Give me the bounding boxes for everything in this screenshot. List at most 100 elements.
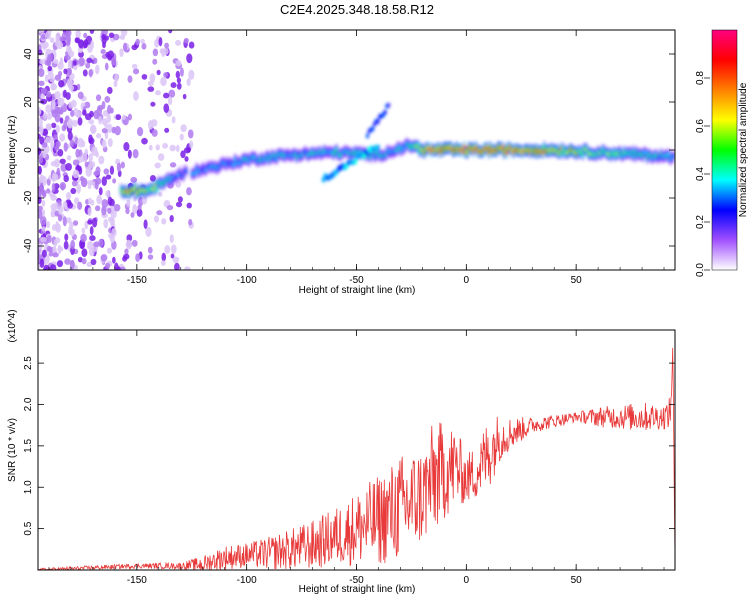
y-tick-label: 0 [23, 147, 34, 153]
noise-blob [41, 226, 46, 232]
noise-blob [77, 137, 84, 148]
noise-blob [89, 110, 94, 118]
noise-blob [53, 238, 58, 247]
noise-blob [175, 70, 181, 79]
noise-blob [56, 260, 64, 268]
noise-blob [45, 104, 52, 114]
noise-blob [40, 98, 48, 105]
noise-blob [38, 242, 43, 251]
noise-blob [49, 76, 55, 83]
noise-blob [184, 266, 191, 270]
spectrogram-ridge-layer [119, 102, 675, 200]
noise-blob [147, 246, 153, 254]
noise-blob [119, 266, 126, 270]
noise-blob [51, 122, 57, 129]
noise-blob [75, 30, 81, 39]
colorbar: 0.0 0.2 0.4 0.6 0.8 Normalized spectral ampl… [695, 29, 749, 277]
noise-blob [57, 148, 64, 157]
noise-blob [112, 33, 120, 41]
noise-blob [72, 64, 78, 71]
noise-blob [120, 30, 128, 37]
noise-blob [98, 238, 104, 248]
noise-blob [107, 138, 113, 147]
noise-blob [188, 218, 193, 226]
noise-blob [101, 139, 107, 149]
noise-blob [85, 167, 92, 177]
noise-blob [169, 234, 174, 244]
noise-blob [132, 204, 138, 214]
noise-blob [125, 239, 132, 250]
x-tick-label: -150 [127, 275, 147, 286]
spectrogram-x-axis-label: Height of straight line (km) [299, 285, 416, 296]
snr-x-axis-label: Height of straight line (km) [299, 584, 416, 595]
noise-blob [98, 187, 103, 196]
y-tick-label: 1.0 [23, 480, 34, 494]
noise-blob [107, 216, 115, 223]
noise-blob [103, 218, 109, 229]
snr-series-line [38, 347, 675, 570]
noise-blob [183, 37, 189, 44]
noise-blob [47, 52, 54, 62]
noise-blob [82, 69, 88, 77]
noise-blob [54, 74, 62, 81]
ridge-branch [362, 153, 366, 160]
noise-blob [175, 60, 182, 67]
y-tick-label: 1.5 [23, 438, 34, 452]
noise-blob [101, 176, 107, 187]
noise-blob [172, 256, 180, 264]
noise-blob [38, 117, 43, 127]
noise-blob [101, 205, 107, 216]
noise-blob [80, 177, 88, 188]
noise-blob [105, 262, 111, 269]
noise-blob [81, 227, 86, 234]
noise-blob [103, 168, 110, 175]
noise-blob [56, 167, 61, 176]
noise-blob [42, 128, 49, 136]
noise-blob [154, 162, 161, 169]
noise-blob [46, 245, 52, 252]
noise-blob [155, 144, 160, 151]
noise-blob [161, 218, 167, 225]
noise-blob [176, 82, 182, 90]
noise-blob [62, 216, 67, 227]
noise-blob [158, 191, 163, 197]
ridge-branch [353, 158, 357, 165]
noise-blob [78, 56, 85, 67]
noise-blob [170, 82, 177, 89]
noise-blob [93, 57, 98, 64]
colorbar-tick-label: 0.0 [695, 263, 706, 277]
noise-blob [59, 133, 66, 142]
noise-blob [43, 112, 48, 121]
snr-y-multiplier: (x10^4) [7, 309, 18, 342]
noise-blob [88, 153, 93, 163]
noise-blob [116, 162, 122, 172]
noise-blob [69, 221, 74, 229]
noise-blob [112, 178, 117, 184]
noise-blob [140, 38, 145, 44]
noise-blob [72, 119, 78, 127]
noise-blob [111, 227, 117, 238]
noise-blob [101, 33, 106, 40]
noise-blob [124, 248, 129, 255]
noise-blob [69, 50, 75, 58]
noise-blob [55, 220, 60, 231]
noise-blob [114, 125, 121, 136]
noise-blob [104, 62, 109, 71]
noise-blob [51, 99, 56, 109]
snr-panel: -150 -100 -50 0 50 0.5 1.0 1.5 2.0 2.5 Height of… [7, 309, 676, 595]
noise-blob [107, 207, 112, 214]
noise-blob [136, 126, 144, 137]
ridge-branch [376, 144, 380, 151]
noise-blob [65, 33, 70, 40]
noise-blob [122, 114, 126, 121]
noise-blob [38, 157, 44, 164]
snr-y-axis-label: SNR (10 * v/v) [7, 418, 18, 482]
noise-blob [169, 162, 177, 168]
noise-blob [69, 139, 75, 148]
noise-blob [88, 247, 95, 257]
noise-blob [46, 178, 51, 186]
noise-blob [40, 87, 48, 95]
x-tick-label: -50 [349, 575, 364, 586]
noise-blob [54, 91, 61, 99]
